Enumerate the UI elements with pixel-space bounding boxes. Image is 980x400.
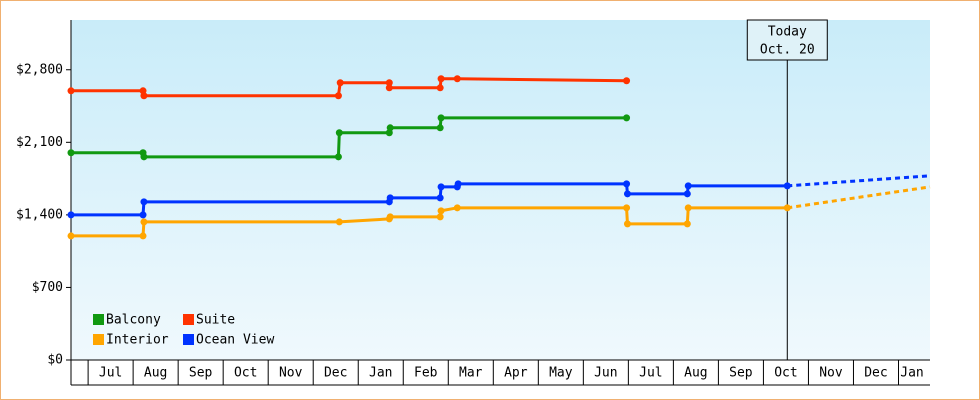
today-label: Today — [768, 25, 807, 40]
x-tick-label: Jul — [639, 366, 662, 381]
point — [334, 92, 342, 100]
point — [335, 129, 343, 137]
x-tick-label: Sep — [729, 366, 753, 381]
point — [436, 124, 444, 132]
point — [684, 204, 692, 212]
y-tick-label: $2,800 — [16, 62, 63, 77]
point — [386, 194, 394, 202]
point — [386, 213, 394, 221]
point — [140, 92, 148, 100]
legend-swatch — [183, 334, 194, 345]
x-tick-label: Apr — [504, 366, 528, 381]
x-tick-label: Sep — [189, 366, 213, 381]
plot-area — [71, 20, 930, 360]
point — [67, 149, 75, 157]
forecast-line — [787, 185, 931, 210]
point — [684, 182, 692, 190]
x-tick-label: May — [549, 366, 573, 381]
point — [683, 190, 691, 198]
point — [454, 180, 462, 188]
point — [385, 84, 393, 92]
point — [623, 204, 631, 212]
y-tick-label: $1,400 — [16, 207, 63, 222]
point — [139, 211, 147, 219]
x-tick-label: Dec — [864, 366, 887, 381]
point — [453, 75, 461, 83]
legend-swatch — [183, 314, 194, 325]
y-tick-label: $0 — [47, 353, 63, 368]
point — [334, 153, 342, 161]
point — [437, 75, 445, 83]
point — [437, 114, 445, 122]
point — [385, 79, 393, 87]
x-tick-label: Nov — [819, 366, 843, 381]
x-tick-label: Jul — [99, 366, 122, 381]
legend-label: Ocean View — [196, 333, 274, 348]
point — [140, 198, 148, 206]
series-line — [71, 182, 788, 217]
point — [436, 194, 444, 202]
point — [623, 180, 631, 188]
point — [623, 220, 631, 228]
y-tick-label: $700 — [32, 280, 63, 295]
point — [783, 182, 791, 190]
x-tick-label: Oct — [774, 366, 797, 381]
point — [67, 232, 75, 240]
point — [623, 190, 631, 198]
x-tick-label: Nov — [279, 366, 303, 381]
point — [336, 79, 344, 87]
legend-label: Suite — [196, 313, 235, 328]
legend-swatch — [93, 314, 104, 325]
point — [437, 183, 445, 191]
x-tick-label: Oct — [234, 366, 257, 381]
x-tick-label: Jan — [369, 366, 392, 381]
x-tick-label: Feb — [414, 366, 438, 381]
legend-swatch — [93, 334, 104, 345]
y-tick-label: $2,100 — [16, 135, 63, 150]
x-tick-label: Aug — [144, 366, 167, 381]
point — [335, 218, 343, 226]
point — [623, 114, 631, 122]
x-tick-label: Aug — [684, 366, 707, 381]
point — [386, 124, 394, 132]
legend-label: Balcony — [106, 313, 161, 328]
point — [623, 77, 631, 85]
point — [140, 218, 148, 226]
today-box — [746, 19, 828, 61]
x-tick-label: Jun — [594, 366, 617, 381]
point — [436, 213, 444, 221]
forecast-line — [787, 174, 931, 188]
point — [139, 232, 147, 240]
today-label: Oct. 20 — [760, 43, 815, 58]
point — [437, 207, 445, 215]
point — [683, 220, 691, 228]
x-tick-label: Jan — [900, 366, 923, 381]
point — [67, 87, 75, 95]
point — [436, 84, 444, 92]
point — [140, 153, 148, 161]
point — [453, 204, 461, 212]
point — [783, 204, 791, 212]
x-tick-label: Mar — [459, 366, 483, 381]
legend-label: Interior — [106, 333, 169, 348]
point — [67, 211, 75, 219]
x-tick-label: Dec — [324, 366, 347, 381]
